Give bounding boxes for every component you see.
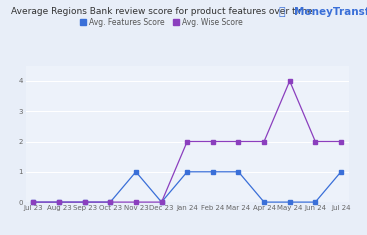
Legend: Avg. Features Score, Avg. Wise Score: Avg. Features Score, Avg. Wise Score xyxy=(80,18,243,27)
Text: MoneyTransfers.com: MoneyTransfers.com xyxy=(294,7,367,17)
Text: ⌗: ⌗ xyxy=(279,7,286,17)
Text: Average Regions Bank review score for product features over time: Average Regions Bank review score for pr… xyxy=(11,7,313,16)
